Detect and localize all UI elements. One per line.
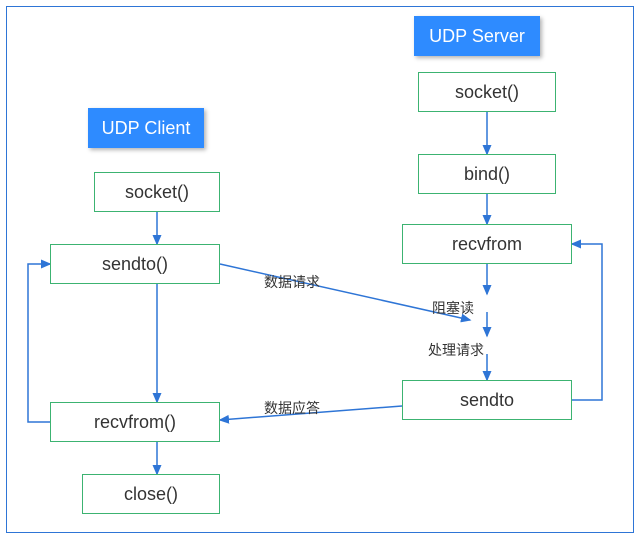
label-l-block: 阻塞读 xyxy=(432,298,474,318)
node-s-sendto: sendto xyxy=(402,380,572,420)
node-s-bind: bind() xyxy=(418,154,556,194)
diagram-canvas: UDP Client UDP Server socket() sendto() rec… xyxy=(0,0,640,539)
client-title: UDP Client xyxy=(88,108,204,148)
label-l-request: 数据请求 xyxy=(264,272,320,292)
node-c-sendto: sendto() xyxy=(50,244,220,284)
node-c-socket: socket() xyxy=(94,172,220,212)
server-title: UDP Server xyxy=(414,16,540,56)
node-c-recvfrom: recvfrom() xyxy=(50,402,220,442)
node-c-close: close() xyxy=(82,474,220,514)
label-l-response: 数据应答 xyxy=(264,398,320,418)
node-s-recvfrom: recvfrom xyxy=(402,224,572,264)
node-s-socket: socket() xyxy=(418,72,556,112)
label-l-process: 处理请求 xyxy=(428,340,484,360)
